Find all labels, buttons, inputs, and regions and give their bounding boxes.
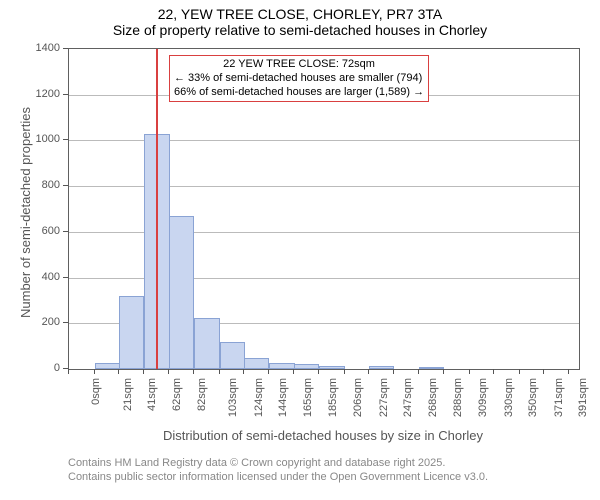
x-tick-label: 62sqm xyxy=(171,378,183,411)
y-tick-mark xyxy=(63,139,68,140)
x-tick-label: 268sqm xyxy=(428,378,440,417)
x-tick-label: 391sqm xyxy=(577,378,589,417)
x-tick-label: 206sqm xyxy=(352,378,364,417)
x-tick-label: 185sqm xyxy=(327,378,339,417)
x-tick-mark xyxy=(219,369,220,374)
y-tick-mark xyxy=(63,231,68,232)
page-title-line1: 22, YEW TREE CLOSE, CHORLEY, PR7 3TA xyxy=(0,0,600,22)
y-tick-label: 1400 xyxy=(20,42,60,54)
x-tick-mark xyxy=(393,369,394,374)
x-tick-mark xyxy=(368,369,369,374)
y-axis-title: Number of semi-detached properties xyxy=(18,107,33,318)
annotation-line2: ← 33% of semi-detached houses are smalle… xyxy=(174,72,424,86)
x-tick-label: 144sqm xyxy=(277,378,289,417)
x-tick-label: 309sqm xyxy=(477,378,489,417)
y-tick-label: 200 xyxy=(20,316,60,328)
x-tick-label: 330sqm xyxy=(503,378,515,417)
histogram-bar xyxy=(220,342,246,369)
histogram-bar xyxy=(244,358,270,369)
histogram-bar xyxy=(194,318,220,369)
annotation-line3: 66% of semi-detached houses are larger (… xyxy=(174,86,424,100)
x-tick-label: 21sqm xyxy=(122,378,134,411)
x-tick-mark xyxy=(143,369,144,374)
x-tick-mark xyxy=(344,369,345,374)
marker-vline xyxy=(156,49,158,369)
histogram-bar xyxy=(95,363,121,369)
x-tick-label: 165sqm xyxy=(302,378,314,417)
x-tick-label: 350sqm xyxy=(527,378,539,417)
histogram-plot: 22 YEW TREE CLOSE: 72sqm← 33% of semi-de… xyxy=(68,48,580,370)
x-tick-mark xyxy=(243,369,244,374)
x-tick-mark xyxy=(68,369,69,374)
footer-attribution: Contains HM Land Registry data © Crown c… xyxy=(68,456,488,485)
x-tick-mark xyxy=(443,369,444,374)
x-tick-mark xyxy=(168,369,169,374)
histogram-bar xyxy=(119,296,145,369)
histogram-bar xyxy=(269,363,295,369)
footer-line2: Contains public sector information licen… xyxy=(68,470,488,484)
x-tick-label: 227sqm xyxy=(378,378,390,417)
annotation-line1: 22 YEW TREE CLOSE: 72sqm xyxy=(174,58,424,72)
x-tick-mark xyxy=(418,369,419,374)
y-tick-mark xyxy=(63,322,68,323)
x-tick-mark xyxy=(493,369,494,374)
x-tick-label: 103sqm xyxy=(227,378,239,417)
histogram-bar xyxy=(319,366,345,369)
histogram-bar xyxy=(419,367,445,369)
x-tick-label: 247sqm xyxy=(402,378,414,417)
x-tick-mark xyxy=(268,369,269,374)
page-title-line2: Size of property relative to semi-detach… xyxy=(0,22,600,38)
annotation-box: 22 YEW TREE CLOSE: 72sqm← 33% of semi-de… xyxy=(169,55,429,102)
x-tick-label: 41sqm xyxy=(146,378,158,411)
x-tick-label: 371sqm xyxy=(553,378,565,417)
x-tick-label: 0sqm xyxy=(90,378,102,405)
x-axis-title: Distribution of semi-detached houses by … xyxy=(68,428,578,443)
x-tick-mark xyxy=(118,369,119,374)
y-tick-mark xyxy=(63,277,68,278)
histogram-bar xyxy=(169,216,195,369)
x-tick-mark xyxy=(193,369,194,374)
x-tick-mark xyxy=(94,369,95,374)
y-tick-label: 1200 xyxy=(20,88,60,100)
y-tick-label: 0 xyxy=(20,362,60,374)
y-tick-mark xyxy=(63,48,68,49)
x-tick-label: 124sqm xyxy=(253,378,265,417)
x-tick-mark xyxy=(318,369,319,374)
footer-line1: Contains HM Land Registry data © Crown c… xyxy=(68,456,488,470)
x-tick-mark xyxy=(469,369,470,374)
x-tick-mark xyxy=(519,369,520,374)
y-tick-mark xyxy=(63,185,68,186)
x-tick-mark xyxy=(543,369,544,374)
x-tick-label: 82sqm xyxy=(196,378,208,411)
y-tick-mark xyxy=(63,94,68,95)
histogram-bar xyxy=(369,366,395,369)
x-tick-mark xyxy=(568,369,569,374)
x-tick-mark xyxy=(293,369,294,374)
histogram-bar xyxy=(294,364,320,369)
x-tick-label: 288sqm xyxy=(452,378,464,417)
